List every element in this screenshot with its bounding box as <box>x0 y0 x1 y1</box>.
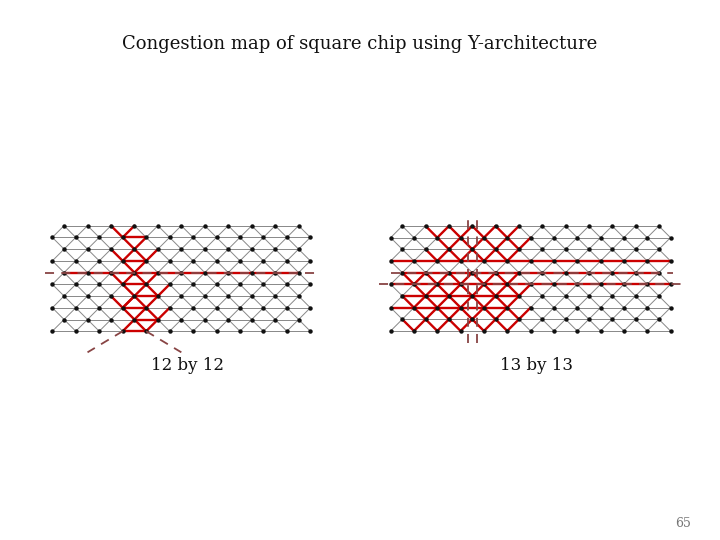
Text: 65: 65 <box>675 517 691 530</box>
Text: 12 by 12: 12 by 12 <box>150 357 224 374</box>
Text: 13 by 13: 13 by 13 <box>500 356 573 374</box>
Text: Congestion map of square chip using Y-architecture: Congestion map of square chip using Y-ar… <box>122 35 598 53</box>
